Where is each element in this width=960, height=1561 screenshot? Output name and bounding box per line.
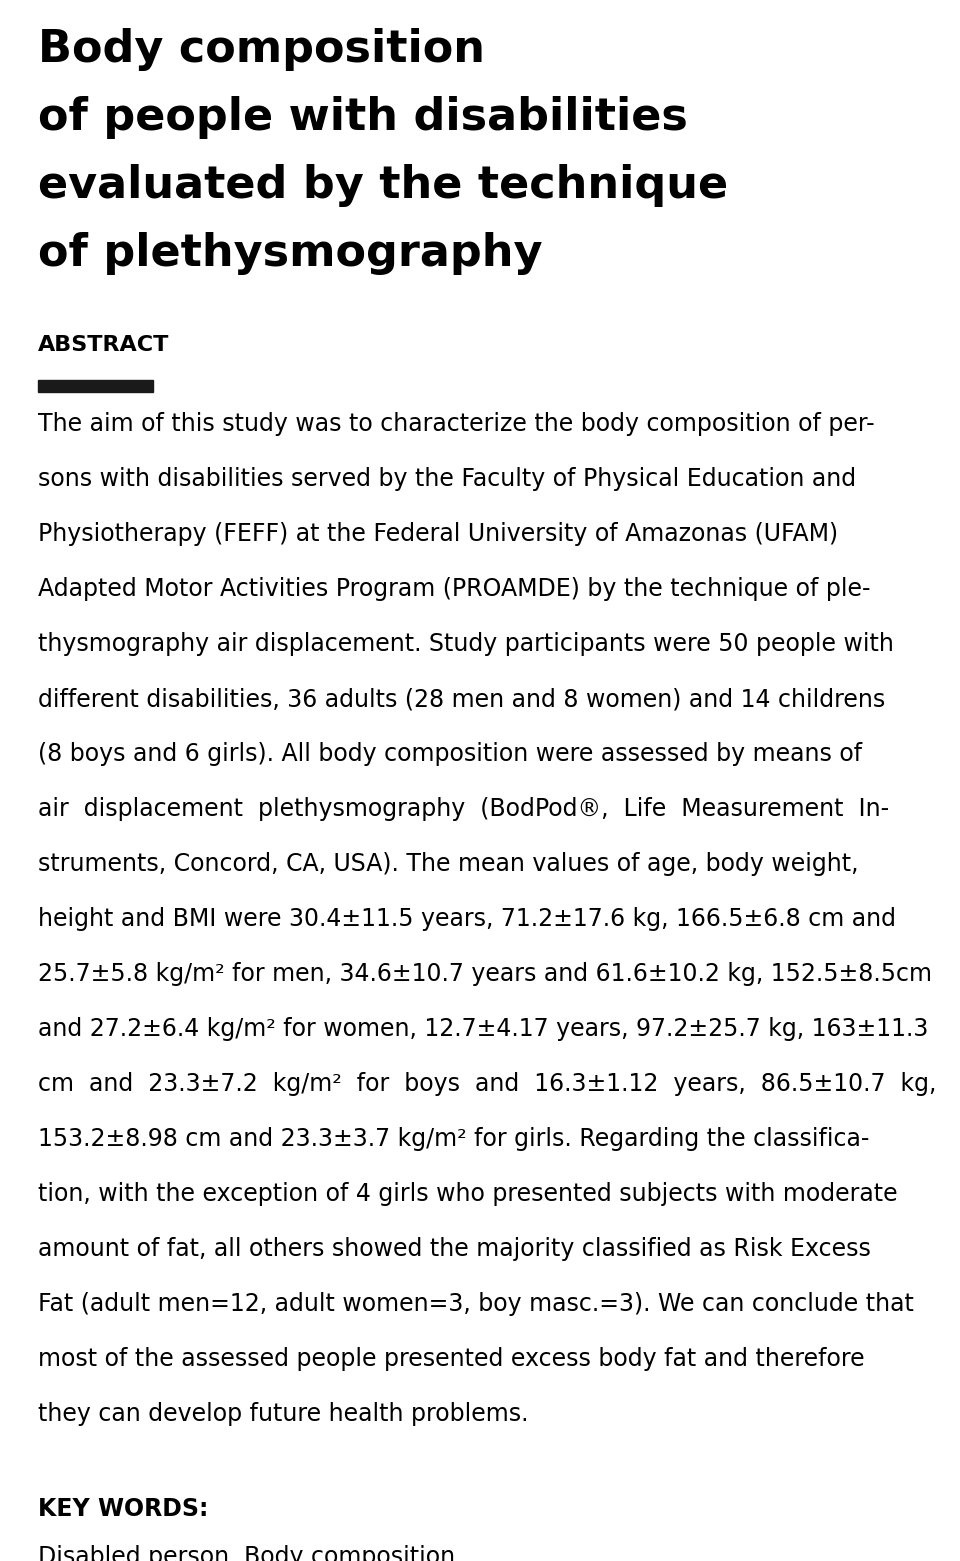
Text: Disabled person. Body composition.: Disabled person. Body composition. [38,1545,463,1561]
Text: different disabilities, 36 adults (28 men and 8 women) and 14 childrens: different disabilities, 36 adults (28 me… [38,687,885,710]
Text: amount of fat, all others showed the majority classified as Risk Excess: amount of fat, all others showed the maj… [38,1236,871,1261]
Text: Fat (adult men=12, adult women=3, boy masc.=3). We can conclude that: Fat (adult men=12, adult women=3, boy ma… [38,1293,914,1316]
Text: of plethysmography: of plethysmography [38,233,542,275]
Text: sons with disabilities served by the Faculty of Physical Education and: sons with disabilities served by the Fac… [38,467,856,492]
Text: most of the assessed people presented excess body fat and therefore: most of the assessed people presented ex… [38,1347,865,1371]
Text: height and BMI were 30.4±11.5 years, 71.2±17.6 kg, 166.5±6.8 cm and: height and BMI were 30.4±11.5 years, 71.… [38,907,896,930]
Text: and 27.2±6.4 kg/m² for women, 12.7±4.17 years, 97.2±25.7 kg, 163±11.3: and 27.2±6.4 kg/m² for women, 12.7±4.17 … [38,1018,928,1041]
Text: they can develop future health problems.: they can develop future health problems. [38,1402,529,1427]
Bar [38,379,153,392]
Text: air  displacement  plethysmography  (BodPod®,  Life  Measurement  In-: air displacement plethysmography (BodPod… [38,798,889,821]
Text: 25.7±5.8 kg/m² for men, 34.6±10.7 years and 61.6±10.2 kg, 152.5±8.5cm: 25.7±5.8 kg/m² for men, 34.6±10.7 years … [38,962,932,987]
Text: Adapted Motor Activities Program (PROAMDE) by the technique of ple-: Adapted Motor Activities Program (PROAMD… [38,578,871,601]
Text: 153.2±8.98 cm and 23.3±3.7 kg/m² for girls. Regarding the classifica-: 153.2±8.98 cm and 23.3±3.7 kg/m² for gir… [38,1127,870,1150]
Text: Physiotherapy (FEFF) at the Federal University of Amazonas (UFAM): Physiotherapy (FEFF) at the Federal Univ… [38,521,838,546]
Text: (8 boys and 6 girls). All body composition were assessed by means of: (8 boys and 6 girls). All body compositi… [38,741,862,766]
Text: Body composition: Body composition [38,28,485,70]
Text: tion, with the exception of 4 girls who presented subjects with moderate: tion, with the exception of 4 girls who … [38,1182,898,1207]
Text: thysmography air displacement. Study participants were 50 people with: thysmography air displacement. Study par… [38,632,894,656]
Text: ABSTRACT: ABSTRACT [38,336,169,354]
Text: KEY WORDS:: KEY WORDS: [38,1497,208,1520]
Text: cm  and  23.3±7.2  kg/m²  for  boys  and  16.3±1.12  years,  86.5±10.7  kg,: cm and 23.3±7.2 kg/m² for boys and 16.3±… [38,1072,936,1096]
Text: of people with disabilities: of people with disabilities [38,95,688,139]
Text: The aim of this study was to characterize the body composition of per-: The aim of this study was to characteriz… [38,412,875,436]
Text: struments, Concord, CA, USA). The mean values of age, body weight,: struments, Concord, CA, USA). The mean v… [38,852,858,876]
Text: evaluated by the technique: evaluated by the technique [38,164,728,208]
